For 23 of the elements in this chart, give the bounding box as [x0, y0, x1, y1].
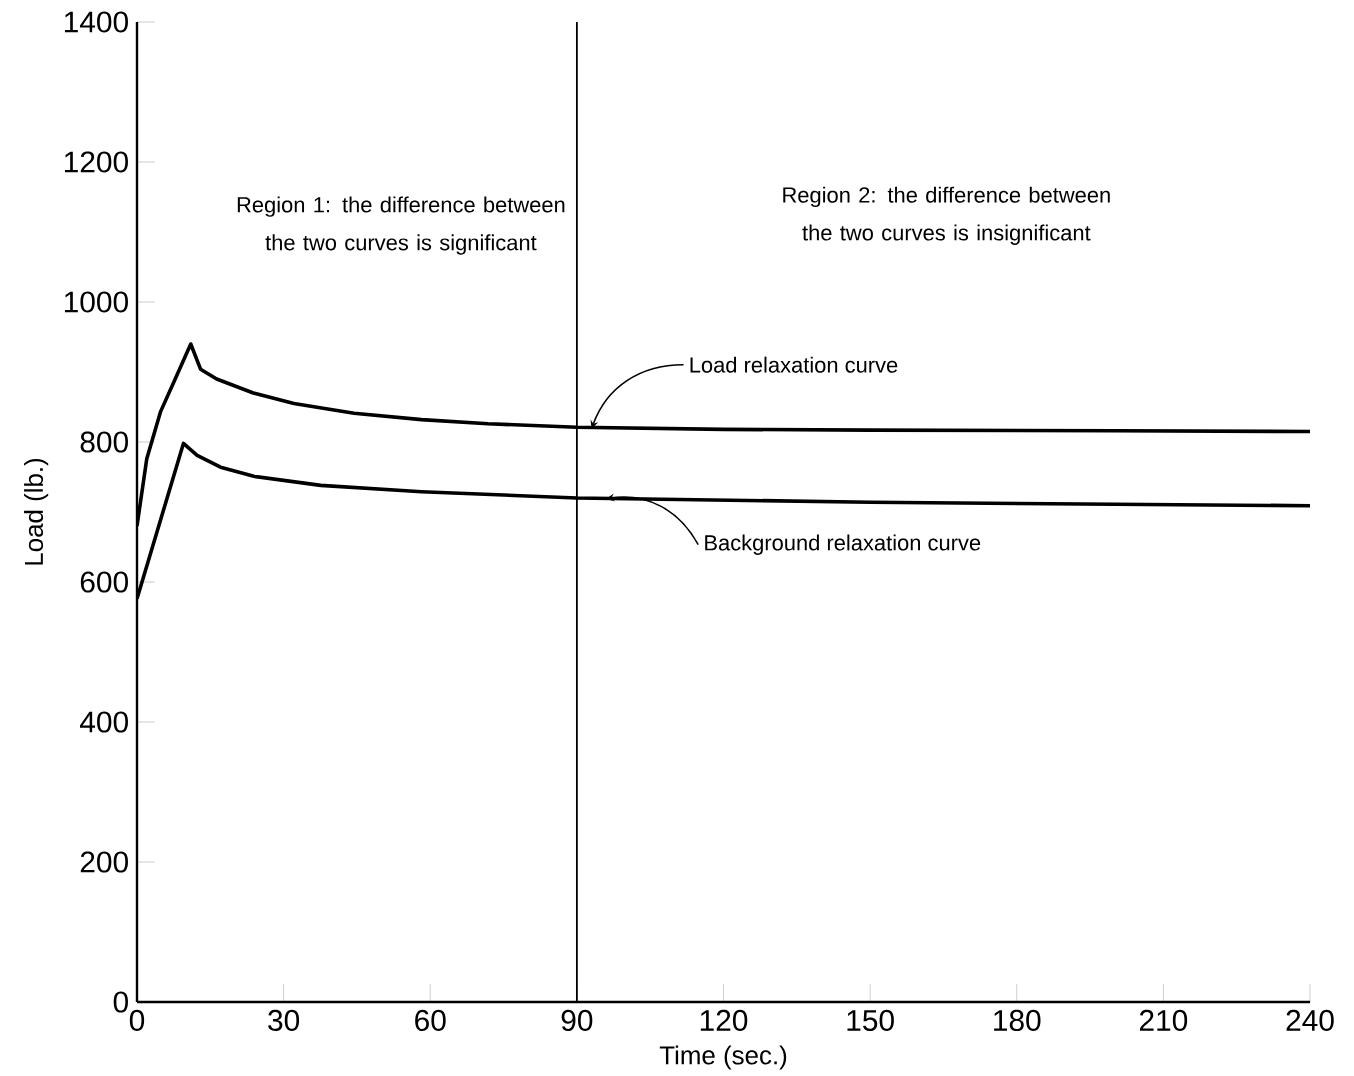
- x-tick-label: 30: [268, 1009, 300, 1031]
- x-tick-label: 0: [129, 1009, 145, 1031]
- y-tick-label: 1200: [64, 151, 128, 173]
- x-tick-label: 150: [847, 1009, 894, 1031]
- x-tick-label: 240: [1286, 1009, 1334, 1031]
- x-tick-label: 210: [1139, 1009, 1188, 1031]
- annotation: Region 2: the difference between the two curves is insignificant: [783, 186, 1110, 245]
- x-tick-label: 90: [561, 1009, 593, 1031]
- y-tick-label: 400: [79, 711, 128, 733]
- y-tick-label: 1000: [64, 291, 128, 313]
- annotation: Region 1: the difference between the two curves is significant: [237, 196, 565, 255]
- y-tick-label: 800: [80, 431, 128, 453]
- annotation: Background relaxation curve: [705, 534, 981, 555]
- x-tick-label: 60: [415, 1009, 446, 1031]
- x-axis-title: Time (sec.): [659, 1045, 787, 1070]
- y-tick-label: 200: [80, 851, 128, 873]
- y-tick-label: 1400: [64, 11, 128, 33]
- y-axis-title: Load (lb.): [24, 458, 49, 565]
- annotation: Load relaxation curve: [690, 356, 898, 373]
- x-tick-label: 180: [994, 1009, 1041, 1031]
- x-tick-label: 120: [700, 1009, 748, 1031]
- y-tick-label: 0: [113, 991, 128, 1013]
- y-tick-label: 600: [80, 571, 128, 593]
